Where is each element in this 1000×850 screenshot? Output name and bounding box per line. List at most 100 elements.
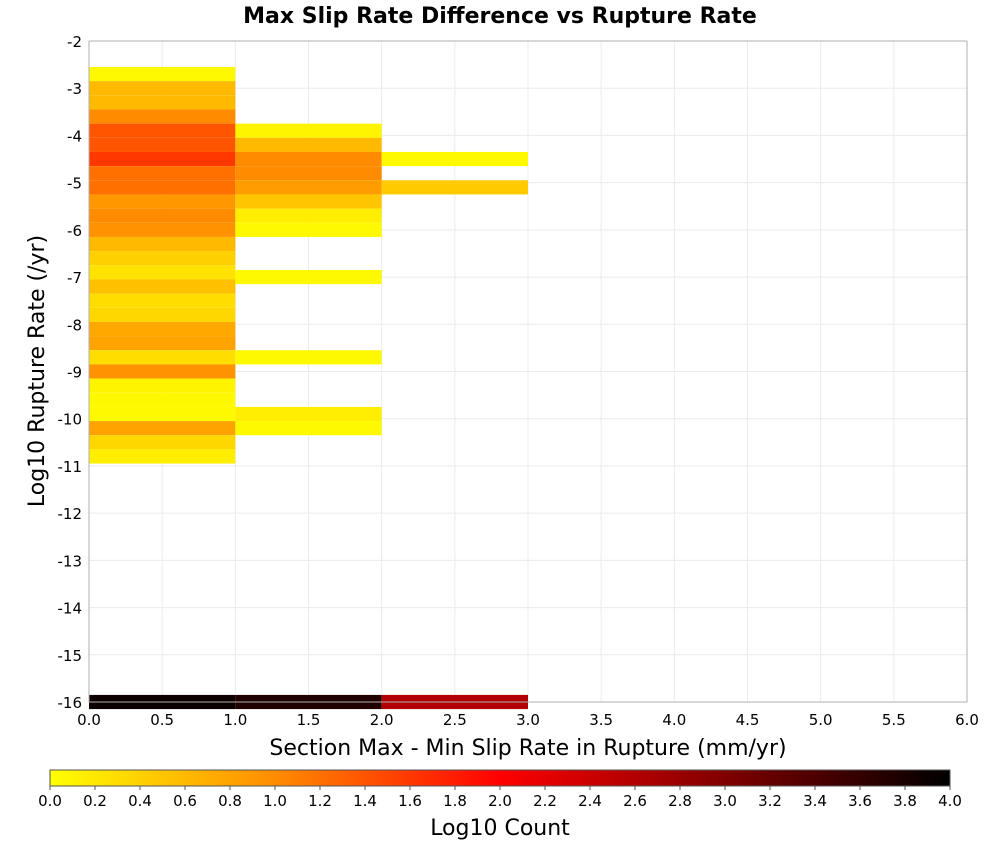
chart-title: Max Slip Rate Difference vs Rupture Rate [243, 4, 757, 29]
y-tick-label: -9 [67, 364, 82, 382]
heatmap-cell [89, 166, 236, 181]
colorbar-tick-label: 3.0 [713, 792, 737, 810]
colorbar-tick-label: 3.8 [893, 792, 917, 810]
heatmap-cell [89, 208, 236, 223]
colorbar-tick-label: 0.6 [173, 792, 197, 810]
heatmap-cell [235, 350, 382, 365]
plot-border [88, 40, 968, 703]
heatmap-cell [89, 350, 236, 365]
y-tick-label: -12 [58, 505, 83, 523]
y-tick-label: -8 [67, 316, 82, 334]
heatmap-cell [89, 321, 236, 337]
y-tick-label: -16 [58, 694, 83, 712]
x-axis-ticks: 0.0 0.5 1.0 1.5 2.0 2.5 3.0 3.5 4.0 4.5 5.0 5.5 6.0 [77, 711, 979, 729]
heatmap-cell [89, 392, 236, 407]
colorbar [49, 769, 951, 787]
heatmap-cell [89, 307, 236, 322]
heatmap-cell [89, 180, 236, 195]
heatmap-cell [89, 378, 236, 393]
heatmap-cell [235, 180, 382, 195]
heatmap-cell [235, 123, 382, 138]
heatmap-cell [89, 123, 236, 138]
colorbar-tick-label: 4.0 [938, 792, 962, 810]
heatmap-cell [89, 251, 236, 266]
heatmap-cell [89, 449, 236, 464]
heatmap-cell [235, 222, 382, 237]
x-tick-label: 2.0 [370, 711, 394, 729]
heatmap-cells [89, 66, 528, 710]
y-tick-label: -3 [67, 80, 82, 98]
heatmap-cell [381, 180, 528, 195]
heatmap-cell [235, 406, 382, 422]
heatmap-cell [89, 66, 236, 82]
y-axis-label: Log10 Rupture Rate (/yr) [25, 235, 50, 507]
x-tick-label: 6.0 [955, 711, 979, 729]
colorbar-tick-label: 3.6 [848, 792, 872, 810]
x-tick-label: 1.5 [297, 711, 321, 729]
colorbar-tick-label: 1.6 [398, 792, 422, 810]
x-tick-label: 4.0 [662, 711, 686, 729]
x-tick-label: 5.5 [882, 711, 906, 729]
heatmap-cell [235, 194, 382, 209]
heatmap-cell [89, 406, 236, 422]
heatmap-cell [235, 151, 382, 167]
y-tick-label: -10 [58, 411, 83, 429]
colorbar-tick-label: 1.2 [308, 792, 332, 810]
heatmap-cell [89, 109, 236, 124]
colorbar-tick-label: 1.8 [443, 792, 467, 810]
heatmap-cell [89, 279, 236, 294]
x-tick-label: 3.0 [516, 711, 540, 729]
colorbar-ticks: 0.0 0.2 0.4 0.6 0.8 1.0 1.2 1.4 1.6 1.8 2.0 2.2 2.4 2… [38, 786, 962, 810]
y-tick-label: -11 [58, 458, 83, 476]
heatmap-cell [235, 269, 382, 285]
x-tick-label: 0.5 [150, 711, 174, 729]
colorbar-tick-label: 0.2 [83, 792, 107, 810]
colorbar-label: Log10 Count [430, 816, 570, 841]
colorbar-tick-label: 1.0 [263, 792, 287, 810]
x-tick-label: 5.0 [809, 711, 833, 729]
heatmap-cell [89, 265, 236, 280]
heatmap-cell [381, 151, 528, 167]
heatmap-cell [89, 137, 236, 152]
heatmap-cell [89, 81, 236, 96]
heatmap-cell [89, 222, 236, 237]
heatmap-cell [235, 208, 382, 223]
heatmap-cell [235, 166, 382, 181]
x-tick-label: 3.5 [589, 711, 613, 729]
heatmap-cell [89, 364, 236, 379]
colorbar-tick-label: 2.2 [533, 792, 557, 810]
heatmap-cell [235, 421, 382, 436]
heatmap-cell [89, 293, 236, 308]
y-tick-label: -13 [58, 552, 83, 570]
colorbar-tick-label: 0.0 [38, 792, 62, 810]
y-tick-label: -6 [67, 222, 82, 240]
y-tick-label: -2 [67, 33, 82, 51]
colorbar-tick-label: 1.4 [353, 792, 377, 810]
colorbar-tick-label: 2.6 [623, 792, 647, 810]
y-axis-ticks: -2 -3 -4 -5 -6 -7 -8 -9 -10 -11 -12 -13 -14 -15 -16 [58, 33, 83, 712]
x-tick-label: 0.0 [77, 711, 101, 729]
x-tick-label: 4.5 [736, 711, 760, 729]
heatmap-cell [89, 421, 236, 436]
heatmap-cell [89, 194, 236, 209]
y-tick-label: -7 [67, 269, 82, 287]
colorbar-tick-label: 2.8 [668, 792, 692, 810]
heatmap-cell [89, 236, 236, 252]
heatmap-cell [89, 435, 236, 450]
y-tick-label: -4 [67, 127, 82, 145]
colorbar-tick-label: 0.8 [218, 792, 242, 810]
colorbar-tick-label: 2.0 [488, 792, 512, 810]
y-tick-label: -14 [58, 600, 83, 618]
x-tick-label: 1.0 [223, 711, 247, 729]
heatmap-cell [235, 137, 382, 152]
x-tick-label: 2.5 [443, 711, 467, 729]
colorbar-tick-label: 0.4 [128, 792, 152, 810]
heatmap-cell [89, 336, 236, 351]
colorbar-tick-label: 3.2 [758, 792, 782, 810]
heatmap-cell [89, 95, 236, 110]
x-axis-label: Section Max - Min Slip Rate in Rupture (… [269, 736, 786, 761]
colorbar-tick-label: 3.4 [803, 792, 827, 810]
colorbar-tick-label: 2.4 [578, 792, 602, 810]
heatmap-cell [89, 151, 236, 167]
